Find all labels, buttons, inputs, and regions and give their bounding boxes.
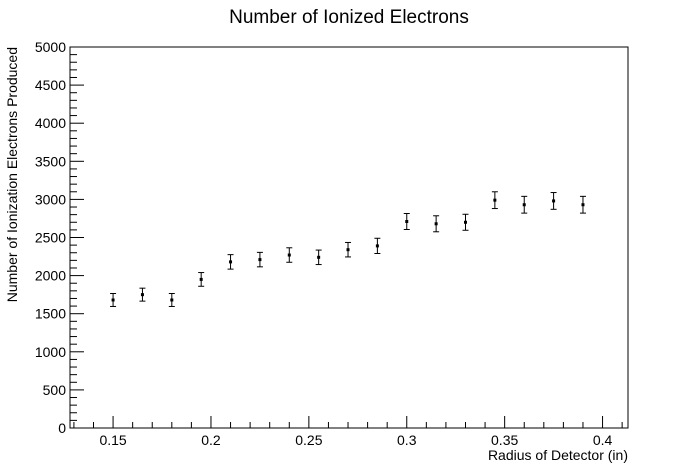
y-tick-label: 4000 — [35, 115, 66, 131]
x-tick-label: 0.35 — [491, 432, 518, 448]
x-tick-label: 0.15 — [99, 432, 126, 448]
data-point-group — [198, 272, 205, 287]
data-point — [375, 244, 379, 248]
data-point — [199, 277, 203, 281]
y-tick-label: 1500 — [35, 306, 66, 322]
data-point-group — [139, 287, 146, 302]
x-axis-ticks — [73, 416, 623, 428]
data-point — [405, 219, 409, 223]
chart-title: Number of Ionized Electrons — [229, 7, 469, 28]
y-tick-label: 2000 — [35, 268, 66, 284]
data-point-group — [462, 213, 469, 231]
data-point-group — [521, 195, 528, 214]
data-point — [581, 203, 585, 207]
data-point-group — [286, 247, 293, 263]
data-point-group — [227, 254, 234, 270]
y-tick-label: 2500 — [35, 230, 66, 246]
y-axis-title: Number of Ionization Electrons Produced — [4, 47, 20, 302]
data-point-group — [345, 241, 352, 258]
y-tick-label: 3000 — [35, 191, 66, 207]
data-point — [258, 258, 262, 262]
y-tick-label: 3500 — [35, 153, 66, 169]
data-point — [287, 253, 291, 257]
data-point-group — [374, 237, 381, 255]
data-point-group — [579, 195, 586, 214]
data-point-group — [491, 191, 498, 210]
data-point — [170, 298, 174, 302]
data-point-group — [256, 251, 263, 268]
data-point — [317, 255, 321, 259]
y-tick-label: 4500 — [35, 77, 66, 93]
data-point-group — [315, 249, 322, 266]
data-point — [140, 293, 144, 297]
y-tick-label: 1000 — [35, 344, 66, 360]
data-point — [434, 222, 438, 226]
data-points — [110, 191, 586, 307]
data-point-group — [110, 293, 117, 307]
x-tick-label: 0.25 — [295, 432, 322, 448]
data-point — [111, 298, 115, 302]
y-tick-label: 500 — [43, 382, 67, 398]
data-point-group — [433, 215, 440, 233]
data-point-group — [168, 293, 175, 307]
x-tick-label: 0.2 — [201, 432, 221, 448]
y-axis-tick-labels: 0 500 1000 1500 2000 2500 3000 3500 4000 4500 5000 — [35, 39, 66, 436]
x-tick-label: 0.3 — [397, 432, 417, 448]
x-axis-title: Radius of Detector (in) — [488, 447, 628, 463]
y-axis-ticks — [70, 46, 84, 429]
y-tick-label: 0 — [58, 420, 66, 436]
data-point — [522, 203, 526, 207]
x-axis-tick-labels: 0.15 0.2 0.25 0.3 0.35 0.4 — [99, 432, 612, 448]
data-point — [493, 198, 497, 202]
data-point — [552, 199, 556, 203]
y-tick-label: 5000 — [35, 39, 66, 55]
x-tick-label: 0.4 — [593, 432, 613, 448]
data-point — [229, 260, 233, 264]
data-point-group — [403, 212, 410, 230]
data-point-group — [550, 192, 557, 210]
data-point — [346, 248, 350, 252]
data-point — [463, 220, 467, 224]
